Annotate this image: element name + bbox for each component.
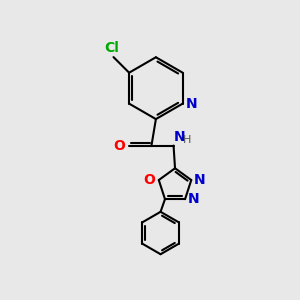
Text: N: N (186, 97, 198, 111)
Text: Cl: Cl (105, 41, 119, 55)
Text: H: H (183, 135, 191, 145)
Text: N: N (194, 173, 206, 187)
Text: N: N (174, 130, 185, 144)
Text: O: O (143, 173, 155, 187)
Text: O: O (113, 139, 125, 153)
Text: N: N (188, 192, 200, 206)
